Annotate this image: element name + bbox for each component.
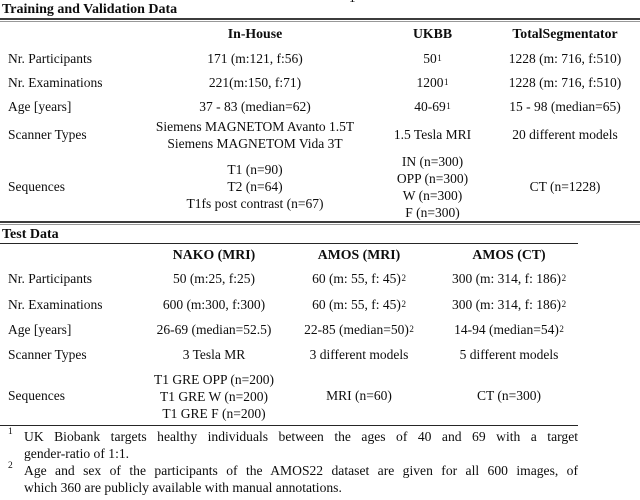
rule-below-training-title [0,18,640,22]
training-sequences-totalseg: CT (n=1228) [529,178,601,194]
value: 22-85 (median=50) [304,321,409,337]
value: 300 (m: 314, f: 186) [451,271,562,286]
test-row-label-sequences: Sequences [8,388,65,403]
sequence-lines: T1 GRE OPP (n=200) T1 GRE W (n=200) T1 G… [154,371,274,422]
training-scanner-inhouse: Siemens MAGNETOM Avanto 1.5T Siemens MAG… [135,118,375,152]
test-sequences-amos-mri: MRI (n=60) [326,388,392,403]
training-examinations-totalseg: 1228 (m: 716, f:510) [508,75,622,90]
test-row-label-scanner: Scanner Types [8,346,87,362]
training-scanner-totalseg: 20 different models [512,127,618,142]
cropped-caption-artifact: 1 [349,0,361,5]
training-examinations-inhouse: 221(m:150, f:71) [208,75,302,90]
scanner-lines: Siemens MAGNETOM Avanto 1.5T Siemens MAG… [156,118,354,152]
training-participants-ukbb: 50 1 [423,50,442,66]
scanner-line: Siemens MAGNETOM Avanto 1.5T [155,119,355,134]
test-participants-nako: 50 (m:25, f:25) [172,271,256,286]
sequence-line: T1 (n=90) [227,162,283,177]
training-scanner-ukbb: 1.5 Tesla MRI [393,127,472,142]
test-col-nako: NAKO (MRI) [172,247,256,262]
sequence-lines: T1 (n=90) T2 (n=64) T1fs post contrast (… [187,161,324,212]
test-examinations-nako: 600 (m:300, f:300) [162,296,266,312]
test-examinations-amos-ct: 300 (m: 314, f: 186) 2 [451,296,567,312]
test-participants-amos-ct: 300 (m: 314, f: 186) 2 [451,271,567,286]
sequence-lines: IN (n=300) OPP (n=300) W (n=300) F (n=30… [397,153,468,221]
training-row-label-participants: Nr. Participants [8,50,92,66]
test-scanner-amos-mri: 3 different models [309,346,409,362]
training-col-totalsegmentator: TotalSegmentator [512,26,618,41]
training-row-label-age: Age [years] [8,98,72,114]
footnote-1: 1 UK Biobank targets healthy individuals… [0,427,578,462]
training-examinations-ukbb: 1200 1 [416,75,449,90]
value: 14-94 (median=54) [454,321,559,337]
sequence-line: OPP (n=300) [396,170,469,186]
test-col-amos-ct: AMOS (CT) [472,247,546,262]
training-header-spacer [0,22,135,46]
test-col-amos-mri: AMOS (MRI) [317,247,401,262]
test-table: NAKO (MRI) AMOS (MRI) AMOS (CT) Nr. Part… [0,244,640,425]
cropped-caption-glyph: 1 [349,0,356,5]
training-sequences-ukbb: IN (n=300) OPP (n=300) W (n=300) F (n=30… [375,152,490,221]
footnote-2: 2 Age and sex of the participants of the… [0,461,578,496]
test-scanner-amos-ct: 5 different models [459,346,559,362]
sequence-line: W (n=300) [402,187,463,203]
test-header-spacer [0,244,150,266]
footnote-1-marker: 1 [8,427,13,437]
footnote-1-line-1: UK Biobank targets healthy individuals b… [24,429,578,444]
value: 50 [423,50,437,66]
training-row-label-examinations: Nr. Examinations [8,75,103,90]
training-table: In-House UKBB TotalSegmentator Nr. Parti… [0,22,640,221]
training-age-ukbb: 40-69 1 [414,98,451,114]
test-row-label-examinations: Nr. Examinations [8,296,103,312]
rule-below-test-title [0,243,578,244]
training-col-inhouse: In-House [227,26,283,41]
scanner-line: Siemens MAGNETOM Vida 3T [167,136,343,151]
value: 1200 [416,75,444,90]
training-col-ukbb: UKBB [412,26,453,41]
training-row-label-scanner: Scanner Types [8,127,87,142]
rule-above-footnotes [0,425,578,426]
sequence-line: T1 GRE W (n=200) [160,388,268,404]
test-sequences-nako: T1 GRE OPP (n=200) T1 GRE W (n=200) T1 G… [150,367,278,425]
test-age-amos-ct: 14-94 (median=54) 2 [454,321,564,337]
sequence-line: T1 GRE F (n=200) [162,405,266,421]
value: 60 (m: 55, f: 45) [312,271,401,286]
training-section-title: Training and Validation Data [2,2,178,17]
test-participants-amos-mri: 60 (m: 55, f: 45) 2 [312,271,406,286]
sequence-line: IN (n=300) [401,153,464,169]
training-age-inhouse: 37 - 83 (median=62) [199,98,311,114]
test-row-label-participants: Nr. Participants [8,271,92,286]
sequence-line: T2 (n=64) [227,179,283,194]
training-participants-inhouse: 171 (m:121, f:56) [207,50,303,66]
rule-above-test-title [0,221,640,225]
value: 300 (m: 314, f: 186) [451,296,562,312]
training-participants-totalseg: 1228 (m: 716, f:510) [508,50,622,66]
value: 60 (m: 55, f: 45) [312,296,401,312]
sequence-line: F (n=300) [405,204,460,220]
test-section-title: Test Data [2,227,59,242]
footnote-2-marker: 2 [8,461,13,471]
training-sequences-inhouse: T1 (n=90) T2 (n=64) T1fs post contrast (… [135,152,375,221]
test-age-nako: 26-69 (median=52.5) [156,321,272,337]
sequence-line: T1fs post contrast (n=67) [186,196,324,211]
footnote-2-line-1: Age and sex of the participants of the A… [24,463,578,478]
sequence-line: T1 GRE OPP (n=200) [154,371,274,387]
test-row-label-age: Age [years] [8,321,72,337]
training-row-label-sequences: Sequences [8,178,65,194]
footnote-1-line-2: gender-ratio of 1:1. [24,445,130,461]
footnote-2-line-2: which 360 are publicly available with ma… [24,479,342,495]
test-age-amos-mri: 22-85 (median=50) 2 [304,321,414,337]
test-examinations-amos-mri: 60 (m: 55, f: 45) 2 [312,296,406,312]
test-sequences-amos-ct: CT (n=300) [477,388,541,403]
training-age-totalseg: 15 - 98 (median=65) [509,98,621,114]
value: 40-69 [414,98,446,114]
test-scanner-nako: 3 Tesla MR [182,346,246,362]
footnotes: 1 UK Biobank targets healthy individuals… [0,426,578,496]
